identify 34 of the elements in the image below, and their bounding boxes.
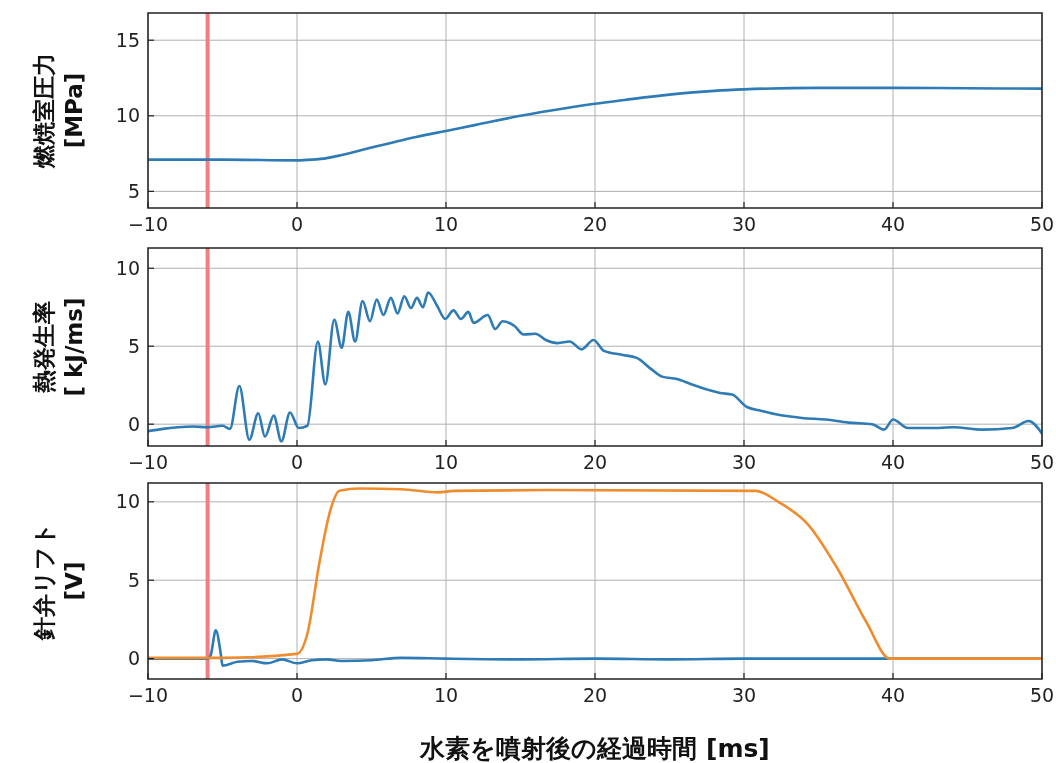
x-tick-label: −10 [127, 684, 169, 706]
x-tick-label: 20 [582, 213, 608, 235]
x-tick-label: 10 [433, 684, 459, 706]
x-tick-label: 50 [1029, 213, 1055, 235]
x-tick-label: 40 [880, 684, 906, 706]
x-tick-label: 0 [290, 451, 304, 473]
y-axis-title: 燃焼室圧力 [MPa] [31, 53, 87, 169]
y-tick-label: 5 [127, 180, 140, 203]
x-tick-label: 0 [290, 213, 304, 235]
x-tick-label: 20 [582, 684, 608, 706]
y-tick-label: 10 [115, 490, 140, 513]
x-tick-label: 40 [880, 213, 906, 235]
y-tick-label: 10 [115, 104, 140, 127]
x-tick-label: 0 [290, 684, 304, 706]
x-tick-label: −10 [127, 451, 169, 473]
x-tick-label: 20 [582, 451, 608, 473]
x-tick-label: 10 [433, 213, 459, 235]
x-tick-label: 40 [880, 451, 906, 473]
x-tick-label: 30 [731, 684, 757, 706]
x-tick-label: 30 [731, 213, 757, 235]
y-axis-title: 熱発生率 [ kJ/ms] [31, 297, 87, 397]
x-tick-label: 50 [1029, 451, 1055, 473]
y-tick-label: 10 [115, 256, 140, 279]
x-tick-label: 30 [731, 451, 757, 473]
x-tick-label: −10 [127, 213, 169, 235]
y-tick-label: 5 [127, 334, 140, 357]
x-tick-label: 50 [1029, 684, 1055, 706]
y-tick-label: 15 [115, 28, 140, 51]
y-tick-label: 5 [127, 568, 140, 591]
y-axis-title: 針弁リフト [V] [31, 522, 87, 641]
y-tick-label: 0 [127, 647, 140, 670]
x-tick-label: 10 [433, 451, 459, 473]
y-tick-label: 0 [127, 412, 140, 435]
x-axis-title: 水素を噴射後の経過時間 [ms] [419, 734, 770, 763]
